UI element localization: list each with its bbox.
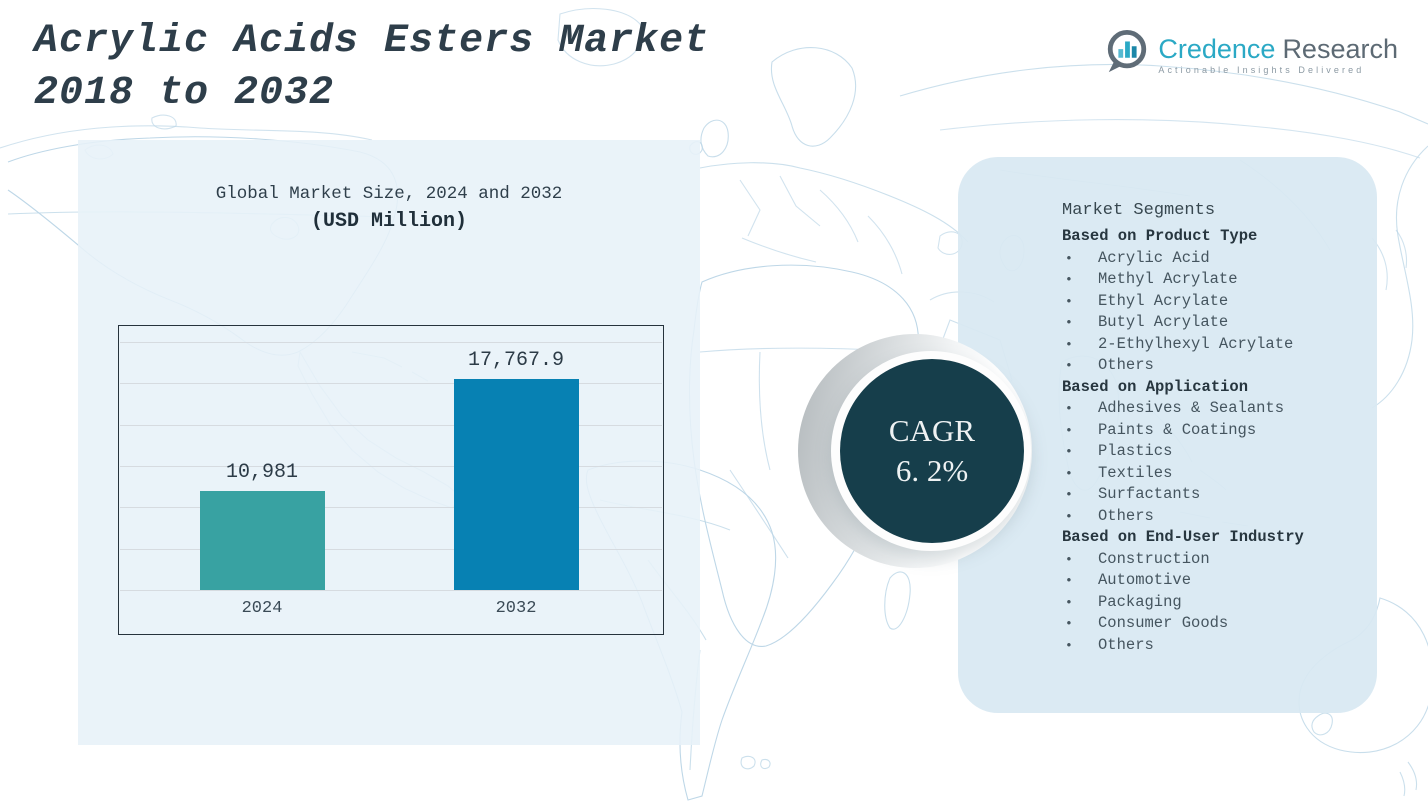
segment-item-label: Consumer Goods (1098, 614, 1229, 632)
segment-item: • Ethyl Acrylate (1062, 291, 1341, 313)
segment-item: • Methyl Acrylate (1062, 269, 1341, 291)
cagr-label: CAGR (888, 413, 976, 448)
segment-group-heading: Based on Product Type (1062, 227, 1258, 245)
segment-group-heading: Based on Application (1062, 377, 1249, 396)
segment-item: • Others (1062, 355, 1341, 377)
bullet-icon: • (1065, 637, 1073, 653)
segment-item-label: Construction (1098, 549, 1210, 568)
gridline (120, 466, 662, 467)
segment-item-label: Methyl Acrylate (1098, 270, 1238, 288)
bullet-icon: • (1065, 487, 1073, 502)
bar-2032 (453, 378, 579, 590)
bar-value-label: 10,981 (225, 461, 298, 485)
segment-item: • Paints & Coatings (1062, 420, 1341, 442)
bar-chart: 10,981 2024 17,767.9 2032 (118, 325, 664, 635)
brand-name-secondary: Research (1282, 33, 1398, 64)
brand-name-primary: Credence (1158, 33, 1276, 64)
segment-item: • Others (1062, 635, 1341, 657)
segment-groups: Based on Product Type • Acrylic Acid • Methy… (1062, 226, 1341, 656)
logo-bar-chart-bubble-icon (1104, 28, 1150, 81)
bar-column-2024: 10,981 2024 (197, 461, 327, 618)
bar-2024 (199, 491, 325, 590)
gridline (120, 424, 662, 426)
bullet-icon: • (1065, 250, 1073, 266)
brand-tagline: Actionable Insights Delivered (1158, 64, 1365, 75)
brand-logo: Credence Research Actionable Insights Del… (1104, 28, 1398, 81)
bullet-icon: • (1065, 616, 1073, 631)
bullet-icon: • (1065, 551, 1073, 567)
segment-item: • Automotive (1062, 570, 1341, 592)
segment-item: • Construction (1062, 549, 1341, 571)
gridline (120, 342, 662, 343)
segment-item-label: Others (1098, 356, 1154, 374)
segment-item-label: Others (1098, 506, 1154, 525)
bullet-icon: • (1065, 293, 1073, 309)
segment-item-label: 2-Ethylhexyl Acrylate (1098, 334, 1294, 353)
page-title: Acrylic Acids Esters Market 2018 to 2032 (34, 16, 709, 120)
bullet-icon: • (1065, 573, 1073, 588)
gridline (120, 590, 662, 591)
segment-item: • Butyl Acrylate (1062, 312, 1341, 334)
bullet-icon: • (1065, 358, 1073, 373)
segment-item: • Surfactants (1062, 484, 1341, 506)
segment-item-label: Ethyl Acrylate (1098, 291, 1229, 310)
segment-item: • 2-Ethylhexyl Acrylate (1062, 334, 1341, 356)
bar-column-2032: 17,767.9 2032 (451, 348, 581, 618)
bullet-icon: • (1065, 465, 1073, 481)
segment-item-label: Plastics (1098, 442, 1173, 460)
bullet-icon: • (1065, 401, 1073, 416)
segment-item: • Plastics (1062, 441, 1341, 463)
chart-subtitle: (USD Million) (310, 210, 468, 233)
segment-item-label: Surfactants (1098, 485, 1201, 503)
segments-title: Market Segments (1062, 201, 1216, 220)
segment-group-heading: Based on End-User Industry (1062, 528, 1304, 546)
segment-item: • Packaging (1062, 592, 1341, 614)
segment-item-label: Acrylic Acid (1098, 248, 1210, 267)
bar-category-label: 2024 (241, 599, 283, 618)
segment-item-label: Automotive (1098, 571, 1192, 589)
bar-value-label: 17,767.9 (467, 348, 564, 372)
gridline (120, 507, 662, 509)
chart-title: Global Market Size, 2024 and 2032 (215, 184, 563, 204)
cagr-value: 6. 2% (895, 453, 969, 488)
segment-item: • Consumer Goods (1062, 613, 1341, 635)
segment-item-label: Adhesives & Sealants (1098, 399, 1285, 417)
bullet-icon: • (1065, 315, 1073, 330)
segment-item-label: Paints & Coatings (1098, 420, 1257, 439)
segment-item: • Adhesives & Sealants (1062, 398, 1341, 420)
cagr-badge: CAGR 6. 2% (840, 359, 1024, 543)
bullet-icon: • (1065, 422, 1073, 438)
segment-item: • Acrylic Acid (1062, 248, 1341, 270)
page-title-line1: Acrylic Acids Esters Market (34, 19, 710, 64)
bullet-icon: • (1065, 508, 1073, 524)
page-title-line2: 2018 to 2032 (34, 71, 335, 116)
segment-item-label: Textiles (1098, 463, 1173, 482)
segment-item-label: Others (1098, 635, 1154, 654)
bullet-icon: • (1065, 272, 1073, 287)
bullet-icon: • (1065, 336, 1073, 352)
segment-item-label: Butyl Acrylate (1098, 313, 1229, 331)
chart-grid (120, 342, 662, 591)
market-size-panel: Global Market Size, 2024 and 2032 (USD M… (78, 140, 700, 745)
gridline (120, 548, 662, 550)
gridline (120, 383, 662, 385)
bullet-icon: • (1065, 444, 1073, 459)
brand-name: Credence Research (1158, 35, 1398, 63)
segment-item-label: Packaging (1098, 592, 1182, 611)
segment-item: • Textiles (1062, 463, 1341, 485)
bullet-icon: • (1065, 594, 1073, 610)
segment-item: • Others (1062, 506, 1341, 528)
bar-category-label: 2032 (495, 599, 537, 618)
